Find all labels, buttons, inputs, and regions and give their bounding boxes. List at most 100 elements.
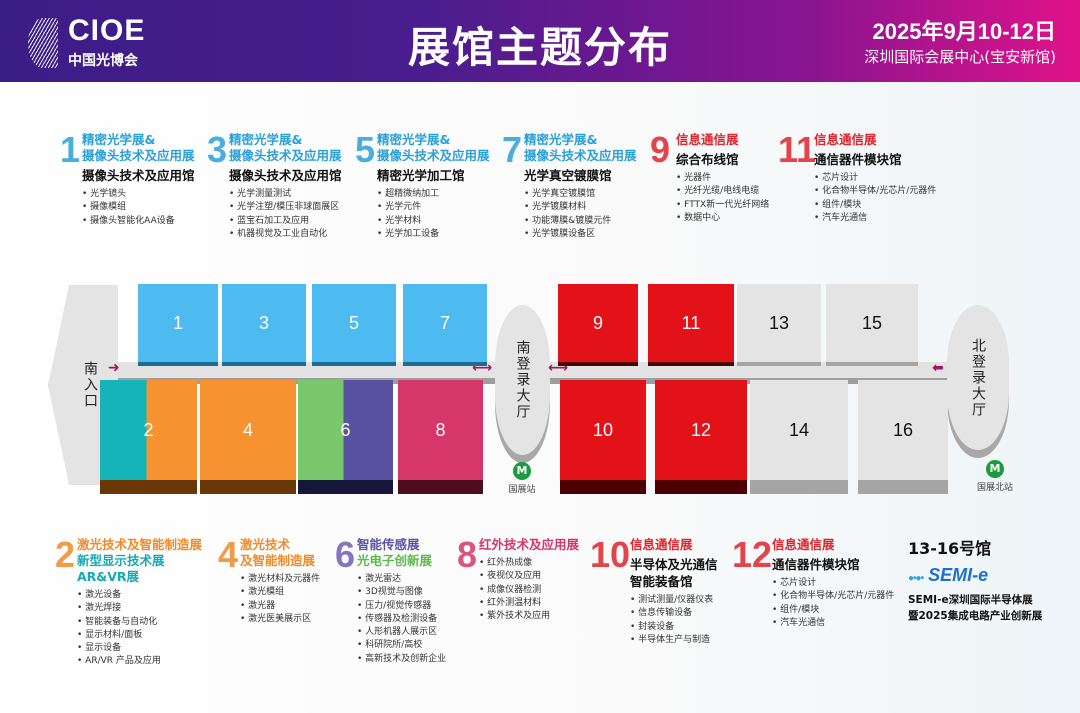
- exhibition-name: 激光技术: [240, 537, 291, 552]
- hall-name: 摄像头技术及应用馆: [229, 168, 342, 183]
- product-item: AR/VR 产品及应用: [77, 655, 202, 668]
- hall-info-number: 2: [55, 534, 76, 575]
- hall-number: 15: [861, 312, 883, 333]
- bidirectional-arrow-icon: ⟷: [472, 360, 493, 376]
- hall-3[interactable]: 3: [222, 284, 306, 362]
- hall-2[interactable]: 2: [100, 380, 197, 480]
- product-item: 夜视仪及应用: [479, 570, 579, 583]
- semi-desc: SEMI-e深圳国际半导体展: [908, 594, 1033, 606]
- product-item: 紫外技术及应用: [479, 610, 579, 623]
- hall-8[interactable]: 8: [398, 380, 483, 480]
- product-item: FTTX新一代光纤网络: [676, 199, 769, 212]
- product-list: 芯片设计化合物半导体/光芯片/元器件组件/模块汽车光通信: [772, 577, 894, 630]
- hall-number: 4: [242, 419, 253, 440]
- logo-subtext: 中国光博会: [68, 53, 138, 69]
- product-item: 光学加工设备: [377, 228, 490, 241]
- hall-13[interactable]: 13: [737, 284, 821, 362]
- hall-12[interactable]: 12: [655, 380, 747, 480]
- north-lobby: 北登录大厅: [947, 305, 1009, 450]
- hall-info-number: 7: [502, 129, 523, 170]
- hall-11[interactable]: 11: [648, 284, 734, 362]
- product-item: 芯片设计: [772, 577, 894, 590]
- exhibition-name: 及智能制造展: [240, 553, 316, 568]
- hall-number: 9: [592, 312, 603, 333]
- product-item: 光学真空镀膜馆: [524, 188, 637, 201]
- hall-6[interactable]: 6: [298, 380, 393, 480]
- hall-number: 8: [435, 419, 446, 440]
- hall-16[interactable]: 16: [858, 380, 948, 480]
- hall-name: 通信器件模块馆: [772, 557, 860, 572]
- product-item: 成像仪器检测: [479, 584, 579, 597]
- product-item: 组件/模块: [814, 199, 936, 212]
- product-item: 封装设备: [630, 621, 718, 634]
- hall-info-number: 5: [355, 129, 376, 170]
- exhibition-name: 摄像头技术及应用展: [377, 148, 490, 163]
- product-item: 激光设备: [77, 589, 202, 602]
- hall-name: 精密光学加工馆: [377, 168, 465, 183]
- product-list: 激光雷达3D视觉与图像压力/视觉传感器传感器及检测设备人形机器人展示区科研院所/…: [357, 573, 446, 666]
- product-item: 高新技术及创新企业: [357, 653, 446, 666]
- product-item: 激光雷达: [357, 573, 446, 586]
- hall-10[interactable]: 10: [560, 380, 646, 480]
- hall-7[interactable]: 7: [403, 284, 487, 362]
- hall-1[interactable]: 1: [138, 284, 218, 362]
- hall-number: 14: [788, 419, 810, 440]
- hall-number: 7: [439, 312, 450, 333]
- product-item: 光学注塑/模压非球面展区: [229, 201, 342, 214]
- hall-number: 10: [592, 419, 614, 440]
- product-item: 摄像头智能化AA设备: [82, 215, 195, 228]
- product-item: 光器件: [676, 172, 769, 185]
- product-list: 红外热成像夜视仪及应用成像仪器检测红外测温材料紫外技术及应用: [479, 557, 579, 623]
- exhibition-name: 红外技术及应用展: [479, 537, 580, 552]
- exhibition-name: 精密光学展&: [524, 132, 598, 147]
- hall-name: 摄像头技术及应用馆: [82, 168, 195, 183]
- hall-name: 半导体及光通信: [630, 557, 718, 572]
- semi-logo-text: SEMI-e: [928, 565, 989, 585]
- hall-info-number: 12: [732, 534, 773, 575]
- product-list: 测试测量/仪器仪表信息传输设备封装设备半导体生产与制造: [630, 594, 718, 647]
- product-item: 压力/视觉传感器: [357, 600, 446, 613]
- hall-14[interactable]: 14: [750, 380, 848, 480]
- product-item: 半导体生产与制造: [630, 634, 718, 647]
- product-item: 摄像模组: [82, 201, 195, 214]
- hall-15[interactable]: 15: [826, 284, 918, 362]
- product-item: 汽车光通信: [814, 212, 936, 225]
- event-venue: 深圳国际会展中心(宝安新馆): [864, 48, 1056, 66]
- product-item: 功能薄膜&镀膜元件: [524, 215, 637, 228]
- product-item: 信息传输设备: [630, 607, 718, 620]
- product-item: 光学材料: [377, 215, 490, 228]
- product-item: 数据中心: [676, 212, 769, 225]
- semi-title: 13-16号馆: [908, 539, 992, 558]
- hall-5[interactable]: 5: [312, 284, 396, 362]
- exhibition-name: 精密光学展&: [82, 132, 156, 147]
- product-list: 激光材料及元器件激光模组激光器激光医美展示区: [240, 573, 320, 626]
- product-list: 芯片设计化合物半导体/光芯片/元器件组件/模块汽车光通信: [814, 172, 936, 225]
- hall-name: 通信器件模块馆: [814, 152, 902, 167]
- product-item: 激光焊接: [77, 602, 202, 615]
- south-lobby: 南登录大厅: [495, 305, 550, 455]
- page-title: 展馆主题分布: [407, 23, 672, 72]
- hall-number: 3: [258, 312, 269, 333]
- exhibition-name: 新型显示技术展: [77, 553, 165, 568]
- metro-station-north: M 国展北站: [965, 460, 1025, 493]
- product-item: 光学镜头: [82, 188, 195, 201]
- hall-number: 2: [143, 419, 154, 440]
- entry-arrow-icon: ⬅: [932, 360, 944, 376]
- hall-info-number: 10: [590, 534, 631, 575]
- product-item: 显示材料/面板: [77, 629, 202, 642]
- exhibition-name: 摄像头技术及应用展: [524, 148, 637, 163]
- hall-number: 13: [768, 312, 790, 333]
- product-item: 人形机器人展示区: [357, 626, 446, 639]
- product-item: 机器视觉及工业自动化: [229, 228, 342, 241]
- product-item: 化合物半导体/光芯片/元器件: [814, 185, 936, 198]
- product-list: 超精微纳加工光学元件光学材料光学加工设备: [377, 188, 490, 241]
- metro-label: 国展北站: [976, 483, 1013, 493]
- exhibition-name: 智能传感展: [357, 537, 420, 552]
- semi-e-logo: ●•●• SEMI-e: [908, 565, 989, 585]
- metro-icon: M: [986, 460, 1004, 478]
- bidirectional-arrow-icon: ⟷: [548, 360, 569, 376]
- entry-arrow-icon: ➜: [108, 360, 120, 376]
- exhibition-name: 摄像头技术及应用展: [82, 148, 195, 163]
- hall-4[interactable]: 4: [200, 380, 296, 480]
- hall-9[interactable]: 9: [558, 284, 638, 362]
